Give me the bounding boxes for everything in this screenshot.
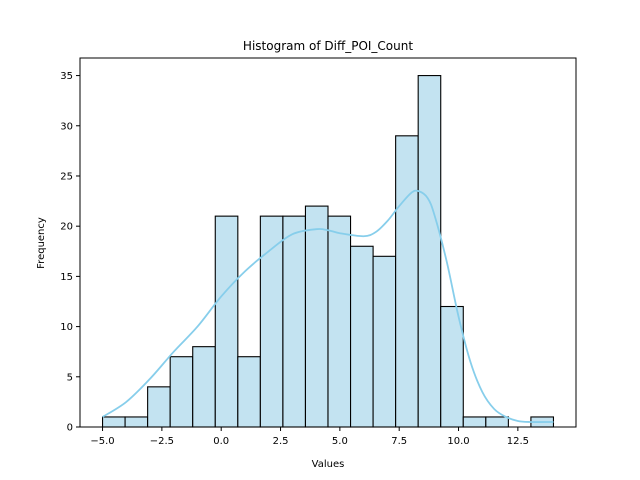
histogram-bar [417, 75, 442, 428]
histogram-bar [124, 416, 149, 428]
x-tick-label: 7.5 [391, 436, 407, 447]
x-tick-label: 2.5 [273, 436, 289, 447]
histogram-bar [462, 416, 487, 428]
x-tick-label: −2.5 [150, 436, 174, 447]
plot-area: −5.0 −2.5 0.0 2.5 5.0 7.5 10.0 12.5 0 5 10 15 20 25 30… [60, 57, 577, 447]
x-tick-label: −5.0 [90, 436, 114, 447]
kde-curve [102, 189, 554, 423]
histogram-bar [214, 215, 239, 428]
y-tick-label: 35 [60, 71, 73, 82]
histogram-bar [102, 416, 126, 428]
histogram-bar [147, 386, 171, 428]
y-tick-label: 10 [60, 322, 73, 333]
chart-title: Histogram of Diff_POI_Count [243, 39, 413, 53]
histogram-bar [169, 356, 194, 428]
histogram-bar [282, 215, 307, 428]
y-tick-label: 0 [67, 423, 73, 434]
histogram-bar [237, 356, 261, 428]
histogram-bar [304, 205, 329, 428]
x-tick-label: 5.0 [332, 436, 348, 447]
plot-frame [79, 57, 577, 428]
histogram-bar [327, 215, 352, 428]
histogram-bar [259, 215, 284, 428]
y-axis-title: Frequency [36, 217, 47, 269]
y-tick-label: 5 [67, 372, 73, 383]
x-tick-label: 12.5 [507, 436, 529, 447]
x-axis-title: Values [312, 459, 345, 470]
y-tick-label: 30 [60, 121, 73, 132]
y-tick-label: 25 [60, 171, 73, 182]
histogram-bar [349, 245, 374, 428]
x-tick-label: 10.0 [447, 436, 469, 447]
histogram-bar [395, 135, 419, 428]
histogram-bar [192, 346, 216, 428]
y-tick-label: 15 [60, 272, 73, 283]
histogram-bar [372, 255, 397, 428]
x-tick-label: 0.0 [213, 436, 229, 447]
y-tick-label: 20 [60, 222, 73, 233]
histogram-bar [485, 416, 509, 428]
